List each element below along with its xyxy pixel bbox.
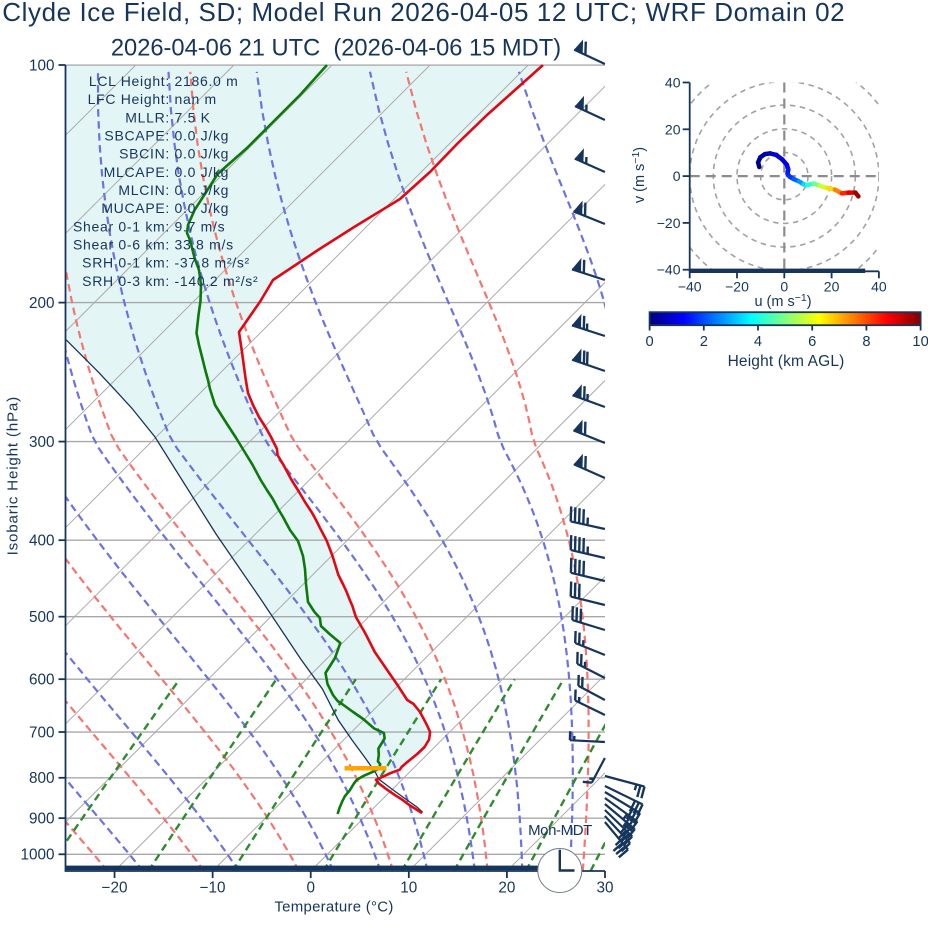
- svg-text:800: 800: [29, 770, 55, 787]
- svg-text:nan m: nan m: [175, 91, 217, 107]
- svg-text:2026-04-06 21 UTC (2026-04-06: 2026-04-06 21 UTC (2026-04-06 15 MDT): [111, 35, 561, 61]
- svg-text:1000: 1000: [20, 847, 54, 864]
- svg-text:20: 20: [824, 279, 840, 295]
- svg-text:Temperature (°C): Temperature (°C): [274, 899, 393, 916]
- svg-text:SRH 0-1 km:: SRH 0-1 km:: [82, 255, 170, 271]
- svg-text:SBCIN:: SBCIN:: [119, 146, 170, 162]
- svg-text:0.0 J/kg: 0.0 J/kg: [175, 200, 230, 216]
- svg-text:−40: −40: [657, 262, 681, 278]
- svg-text:MLCIN:: MLCIN:: [118, 182, 170, 198]
- svg-text:200: 200: [29, 295, 55, 312]
- svg-text:0: 0: [673, 168, 681, 184]
- svg-text:300: 300: [29, 434, 55, 451]
- svg-text:SBCAPE:: SBCAPE:: [104, 128, 170, 144]
- svg-text:MLCAPE:: MLCAPE:: [104, 164, 170, 180]
- svg-text:600: 600: [29, 671, 55, 688]
- svg-text:30: 30: [596, 879, 613, 896]
- svg-text:900: 900: [29, 810, 55, 827]
- svg-text:-140.2 m²/s²: -140.2 m²/s²: [175, 273, 259, 289]
- svg-text:8: 8: [862, 334, 870, 350]
- svg-text:Clyde Ice Field, SD; Model Run: Clyde Ice Field, SD; Model Run 2026-04-0…: [2, 0, 845, 27]
- svg-text:400: 400: [29, 532, 55, 549]
- svg-text:40: 40: [871, 279, 887, 295]
- svg-text:Shear 0-1 km:: Shear 0-1 km:: [73, 218, 170, 234]
- svg-text:10: 10: [912, 334, 928, 350]
- svg-text:100: 100: [29, 57, 55, 74]
- svg-text:500: 500: [29, 609, 55, 626]
- svg-text:0.0 J/kg: 0.0 J/kg: [175, 146, 230, 162]
- svg-text:LCL Height:: LCL Height:: [89, 73, 170, 89]
- svg-text:Mon-MDT: Mon-MDT: [528, 822, 592, 839]
- svg-text:2186.0 m: 2186.0 m: [175, 73, 239, 89]
- svg-text:LFC Height:: LFC Height:: [88, 91, 170, 107]
- svg-text:0.0 J/kg: 0.0 J/kg: [175, 182, 230, 198]
- svg-text:0: 0: [646, 334, 654, 350]
- svg-text:2: 2: [700, 334, 708, 350]
- svg-text:9.7 m/s: 9.7 m/s: [175, 218, 226, 234]
- svg-text:4: 4: [754, 334, 762, 350]
- svg-text:33.8 m/s: 33.8 m/s: [175, 236, 234, 252]
- svg-text:−20: −20: [657, 215, 681, 231]
- svg-text:0.0 J/kg: 0.0 J/kg: [175, 164, 230, 180]
- svg-text:40: 40: [665, 75, 681, 91]
- svg-text:MUCAPE:: MUCAPE:: [101, 200, 170, 216]
- svg-text:0.0 J/kg: 0.0 J/kg: [175, 128, 230, 144]
- svg-text:20: 20: [498, 879, 515, 896]
- svg-text:10: 10: [400, 879, 417, 896]
- svg-text:700: 700: [29, 724, 55, 741]
- svg-text:-37.8 m²/s²: -37.8 m²/s²: [175, 255, 250, 271]
- svg-text:−20: −20: [725, 279, 749, 295]
- svg-text:0: 0: [780, 279, 788, 295]
- svg-text:Height (km AGL): Height (km AGL): [728, 353, 845, 370]
- svg-text:0: 0: [306, 879, 315, 896]
- svg-text:−20: −20: [102, 879, 128, 896]
- svg-text:MLLR:: MLLR:: [125, 109, 170, 125]
- svg-text:Isobaric Height (hPa): Isobaric Height (hPa): [4, 396, 21, 555]
- svg-text:Shear 0-6 km:: Shear 0-6 km:: [73, 236, 170, 252]
- svg-text:−10: −10: [200, 879, 226, 896]
- svg-text:−40: −40: [678, 279, 702, 295]
- svg-text:7.5 K: 7.5 K: [175, 109, 211, 125]
- svg-text:6: 6: [808, 334, 816, 350]
- svg-text:SRH 0-3 km:: SRH 0-3 km:: [82, 273, 170, 289]
- svg-text:20: 20: [665, 121, 681, 137]
